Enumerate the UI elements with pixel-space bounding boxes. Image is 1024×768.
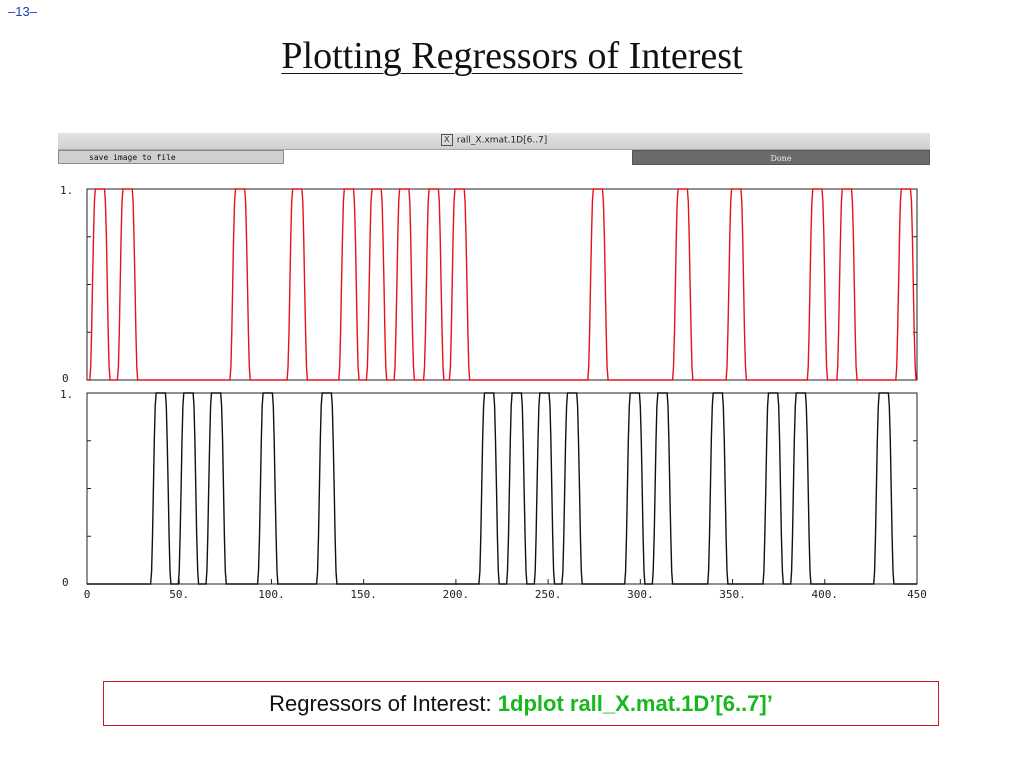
regressor-line-1 (87, 188, 917, 381)
window-title-text: rall_X.xmat.1D[6..7] (456, 135, 548, 146)
y-tick-label: 1. (60, 184, 73, 197)
x-tick-label: 50. (169, 588, 189, 600)
regressor-line-2 (87, 392, 917, 585)
y-tick-label: 0 (62, 372, 69, 385)
y-tick-label: 1. (60, 388, 73, 401)
x-tick-label: 200. (443, 588, 470, 600)
x-tick-label: 450 (907, 588, 927, 600)
x-tick-label: 350. (719, 588, 746, 600)
plot-frame-1 (86, 188, 918, 381)
x-tick-label: 0 (84, 588, 91, 600)
done-button[interactable]: Done (632, 150, 930, 165)
caption-box: Regressors of Interest: 1dplot rall_X.ma… (103, 681, 939, 726)
caption-label: Regressors of Interest: (269, 691, 498, 716)
save-image-button[interactable]: save image to file (58, 150, 284, 164)
slide-title: Plotting Regressors of Interest (0, 34, 1024, 78)
y-tick-label: 0 (62, 576, 69, 589)
x-tick-label: 300. (627, 588, 654, 600)
slide-title-text: Plotting Regressors of Interest (281, 35, 743, 77)
page-number: –13– (8, 4, 37, 19)
x-tick-label: 400. (812, 588, 839, 600)
x-tick-label: 150. (350, 588, 377, 600)
caption-command: 1dplot rall_X.mat.1D’[6..7]’ (497, 691, 773, 716)
x11-icon: X (440, 134, 453, 146)
x-tick-label: 250. (535, 588, 562, 600)
plots-canvas: 1. 0 1. 0 0 50. 100. 150. 200. 250. 300. 350. 400. 45… (60, 184, 927, 600)
x-tick-label: 100. (258, 588, 285, 600)
